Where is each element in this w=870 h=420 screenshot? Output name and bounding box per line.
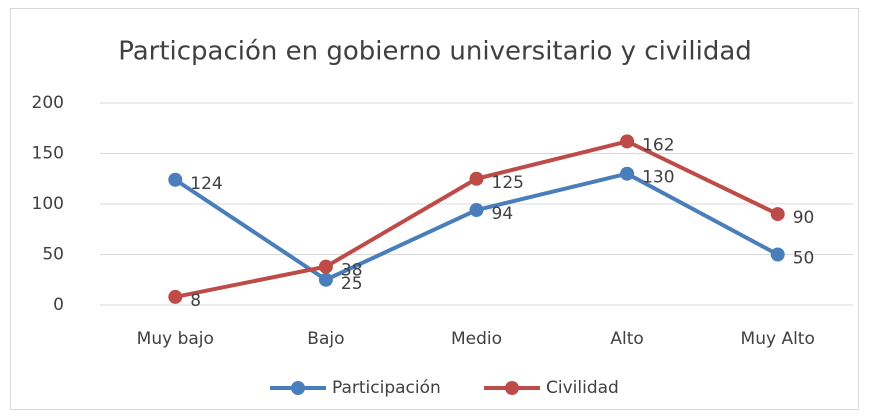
legend-marker (291, 381, 305, 395)
data-label: 25 (341, 274, 363, 294)
data-point (318, 272, 333, 287)
data-point (620, 134, 635, 149)
legend-marker (505, 381, 519, 395)
y-tick-label: 200 (32, 93, 64, 113)
x-tick-label: Muy Alto (741, 329, 815, 349)
y-tick-label: 150 (32, 144, 64, 164)
data-label: 50 (793, 249, 815, 269)
chart-title: Particpación en gobierno universitario y… (118, 37, 752, 67)
data-label: 94 (492, 204, 514, 224)
x-tick-label: Medio (451, 329, 502, 349)
y-tick-label: 0 (53, 295, 64, 315)
data-point (770, 207, 785, 222)
x-tick-label: Alto (610, 329, 643, 349)
data-label: 90 (793, 208, 815, 228)
y-tick-label: 100 (32, 194, 64, 214)
legend-label: Participación (332, 378, 441, 398)
data-label: 124 (190, 174, 222, 194)
data-label: 125 (492, 173, 524, 193)
x-tick-label: Bajo (307, 329, 344, 349)
data-label: 130 (642, 168, 674, 188)
legend-label: Civilidad (546, 378, 619, 398)
data-label: 38 (341, 261, 363, 281)
data-point (770, 247, 785, 262)
data-label: 8 (190, 291, 201, 311)
y-tick-label: 50 (42, 245, 64, 265)
data-point (469, 171, 484, 186)
data-point (318, 259, 333, 274)
data-point (168, 289, 183, 304)
x-tick-label: Muy bajo (137, 329, 214, 349)
data-point (168, 172, 183, 187)
chart-frame (10, 8, 859, 410)
data-point (469, 203, 484, 218)
data-point (620, 166, 635, 181)
data-label: 162 (642, 135, 674, 155)
